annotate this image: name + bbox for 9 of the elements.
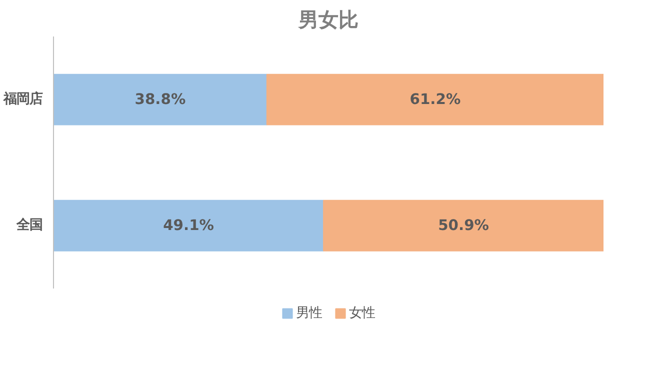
legend-label: 女性 <box>349 305 375 322</box>
y-tick-label: 福岡店 <box>2 91 42 108</box>
y-tick-label: 全国 <box>16 218 42 234</box>
chart-title: 男女比 <box>298 8 358 32</box>
data-label: 50.9% <box>438 217 490 234</box>
data-label: 49.1% <box>163 217 214 234</box>
data-label: 38.8% <box>134 91 186 108</box>
data-label: 61.2% <box>410 91 461 108</box>
legend-label: 男性 <box>296 305 322 322</box>
